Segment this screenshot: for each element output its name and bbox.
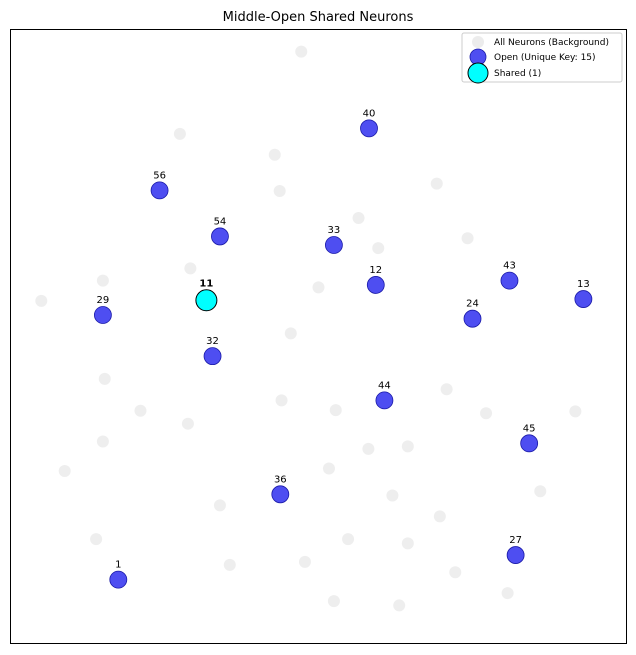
open-point-40: [360, 119, 378, 138]
background-point-3: [273, 184, 286, 197]
chart-title: Middle-Open Shared Neurons: [223, 10, 414, 25]
open-point-24: [463, 309, 482, 328]
shared-point-label-11: 11: [199, 278, 213, 289]
open-point-label-27: 27: [509, 535, 522, 546]
open-point-label-44: 44: [378, 380, 391, 391]
background-point-22: [362, 442, 375, 455]
legend-marker-background: [472, 36, 484, 48]
open-point-13: [574, 290, 593, 308]
background-point-23: [401, 440, 414, 453]
legend-box: [461, 32, 623, 83]
open-point-label-12: 12: [369, 265, 382, 276]
background-point-37: [393, 599, 406, 612]
legend-label-shared: Shared (1): [494, 69, 541, 79]
background-point-19: [480, 407, 493, 420]
background-point-16: [181, 417, 194, 430]
background-point-6: [372, 242, 385, 255]
open-point-label-13: 13: [577, 279, 590, 290]
background-point-26: [213, 499, 226, 512]
background-point-28: [534, 485, 547, 498]
background-point-18: [440, 383, 453, 396]
open-point-label-45: 45: [523, 423, 536, 434]
open-point-label-29: 29: [97, 295, 110, 306]
open-point-label-56: 56: [153, 170, 166, 181]
background-point-33: [298, 555, 311, 568]
open-point-43: [500, 271, 519, 290]
background-point-25: [58, 464, 71, 477]
background-point-20: [569, 405, 582, 418]
plot-area: [10, 29, 627, 644]
background-point-15: [134, 404, 147, 417]
background-point-29: [433, 510, 446, 523]
open-point-label-32: 32: [206, 336, 219, 347]
background-point-11: [35, 294, 48, 307]
background-point-5: [352, 211, 365, 224]
open-point-label-40: 40: [363, 108, 376, 119]
open-point-27: [506, 546, 525, 564]
legend-label-background: All Neurons (Background): [494, 38, 609, 48]
background-point-4: [430, 177, 443, 190]
open-point-36: [271, 485, 290, 504]
background-point-10: [312, 281, 325, 294]
legend-label-open: Open (Unique Key: 15): [494, 53, 596, 63]
background-point-35: [449, 566, 462, 579]
open-point-label-33: 33: [328, 225, 341, 236]
background-point-24: [322, 462, 335, 475]
open-point-45: [520, 434, 539, 453]
background-point-8: [184, 262, 197, 275]
background-point-31: [342, 533, 355, 546]
background-point-30: [90, 533, 103, 546]
background-point-13: [98, 372, 111, 385]
background-point-21: [96, 435, 109, 448]
open-point-label-1: 1: [115, 560, 121, 571]
open-point-label-43: 43: [503, 261, 516, 272]
background-point-12: [284, 327, 297, 340]
open-point-54: [211, 227, 229, 246]
shared-point-11: [195, 289, 218, 312]
background-point-14: [275, 394, 288, 407]
background-point-17: [329, 404, 342, 417]
open-point-44: [375, 391, 394, 410]
background-point-9: [96, 274, 109, 287]
open-point-29: [94, 306, 112, 324]
background-point-1: [173, 127, 186, 140]
background-point-7: [461, 232, 474, 245]
legend-marker-shared: [467, 62, 489, 84]
background-point-38: [501, 587, 514, 600]
background-point-0: [295, 45, 308, 58]
background-points-layer: [35, 45, 582, 612]
open-point-label-24: 24: [466, 299, 479, 310]
background-point-2: [268, 148, 281, 161]
shared-points-layer: [195, 289, 218, 312]
background-point-27: [386, 489, 399, 502]
background-point-34: [223, 558, 236, 571]
background-point-36: [327, 595, 340, 608]
open-point-33: [324, 236, 343, 254]
open-point-32: [203, 347, 222, 366]
open-point-label-36: 36: [274, 474, 287, 485]
open-points-layer: [94, 119, 593, 589]
legend: All Neurons (Background) Open (Unique Ke…: [461, 32, 623, 84]
open-point-1: [109, 570, 128, 589]
background-point-32: [401, 537, 414, 550]
open-point-56: [150, 181, 169, 200]
open-point-label-54: 54: [214, 216, 227, 227]
open-point-12: [366, 276, 385, 294]
